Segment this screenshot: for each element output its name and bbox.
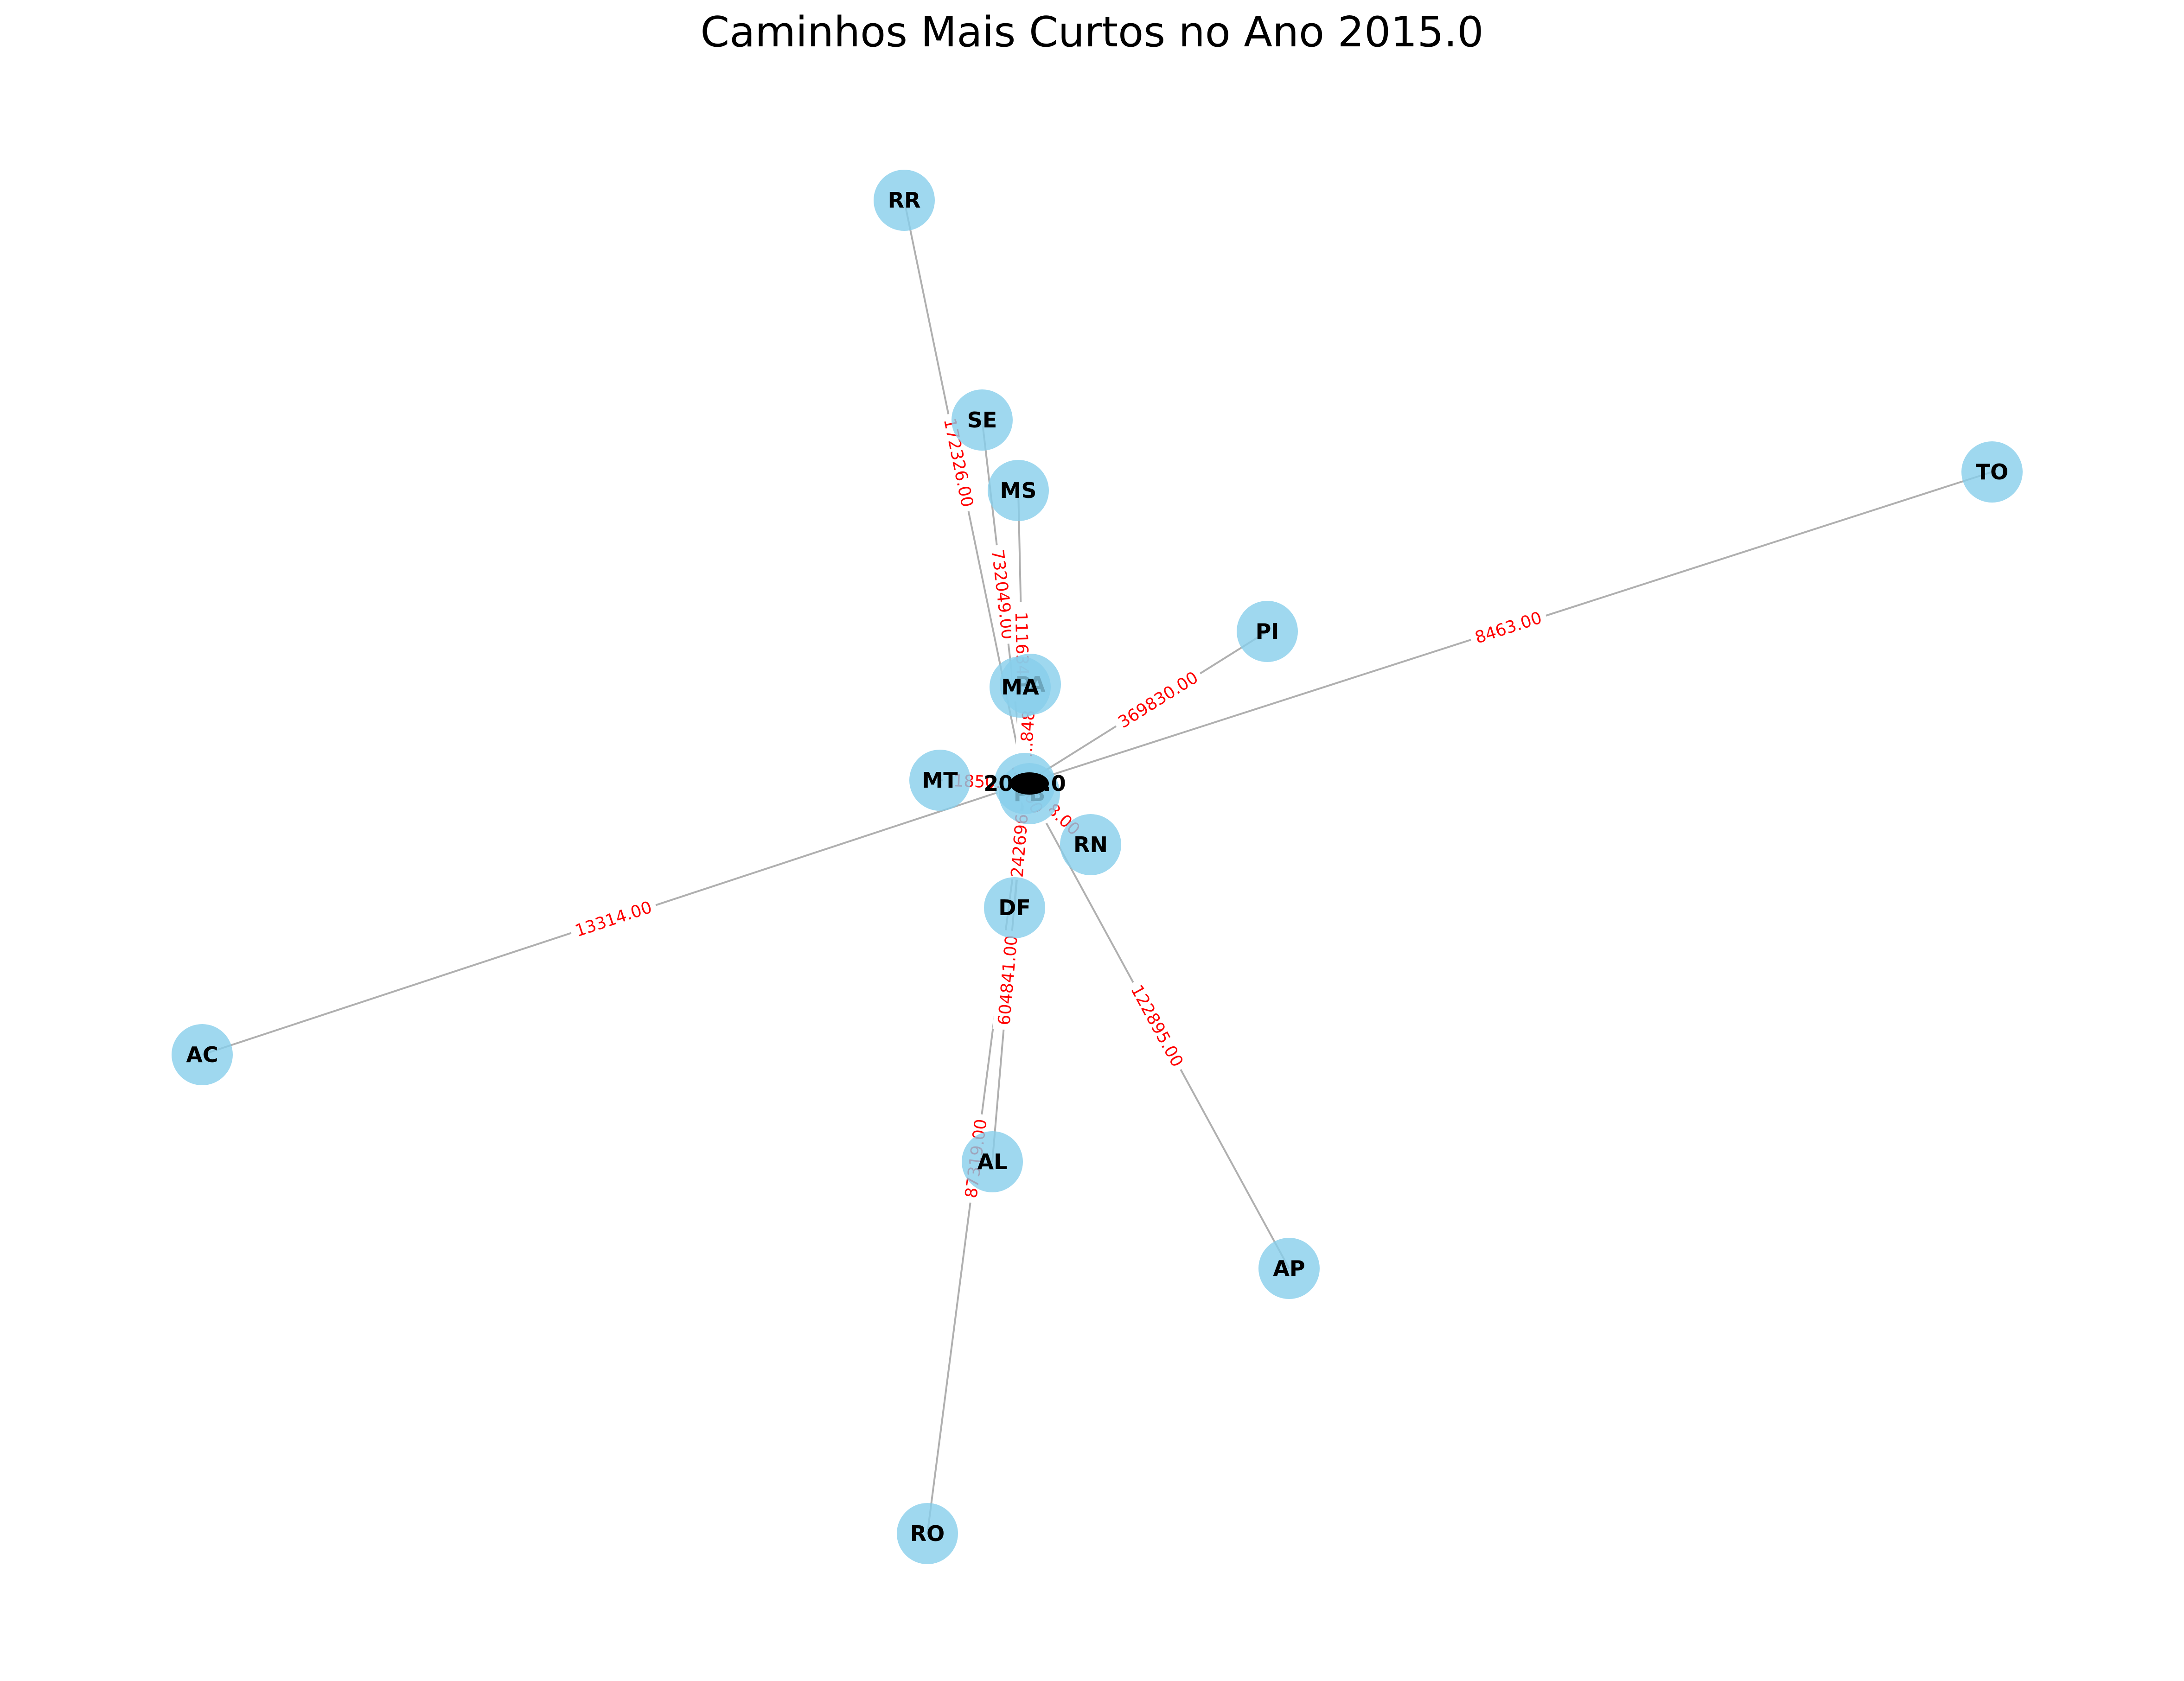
node-circle <box>984 877 1045 938</box>
edge-label-ac: 13314.00 <box>568 894 659 943</box>
edge-label-text: 604841.00 <box>995 935 1021 1026</box>
edge-label-bg <box>992 930 1022 1031</box>
node-mt: MT <box>909 750 971 811</box>
node-label: AL <box>977 1149 1008 1174</box>
node-circle <box>909 750 971 811</box>
node-ma: MA <box>990 656 1051 718</box>
edge-label-bg <box>568 894 659 943</box>
edge-label-ap: 122895.00 <box>1124 977 1191 1075</box>
node-al: AL <box>962 1131 1023 1192</box>
node-ms: MS <box>988 460 1049 521</box>
edge-label-to: 8463.00 <box>1467 605 1549 650</box>
hub-label: 2015.0 <box>983 771 1066 796</box>
edge-label-bg <box>1124 977 1191 1075</box>
edge-label-bg <box>1110 664 1206 735</box>
edge-label-text: 122895.00 <box>1127 982 1187 1070</box>
edge-label-bg <box>1006 810 1033 881</box>
node-label: RR <box>888 188 921 213</box>
node-circle <box>962 1131 1023 1192</box>
node-circle <box>1237 601 1298 662</box>
node-label: SE <box>967 408 997 433</box>
edge-label-pi: 369830.00 <box>1110 664 1206 735</box>
edge-label-al: 604841.00 <box>992 930 1022 1031</box>
node-rn: RN <box>1060 814 1121 875</box>
edge-label-text: 13314.00 <box>573 898 654 941</box>
node-label: MT <box>922 768 958 793</box>
edge-label-df: 242696 <box>1006 810 1033 881</box>
node-se: SE <box>952 389 1013 451</box>
node-circle <box>952 389 1013 451</box>
node-label: RN <box>1073 832 1108 857</box>
node-circle <box>874 170 935 231</box>
node-label: PI <box>1256 619 1279 644</box>
node-circle <box>1060 814 1121 875</box>
node-rr: RR <box>874 170 935 231</box>
hub-group: 2015.0 <box>983 753 1066 814</box>
edge-label-text: 8463.00 <box>1473 608 1544 648</box>
node-circle <box>988 460 1049 521</box>
node-ac: AC <box>172 1024 233 1085</box>
node-ro: RO <box>897 1503 958 1564</box>
node-circle <box>172 1024 233 1085</box>
node-circle <box>990 656 1051 718</box>
node-df: DF <box>984 877 1045 938</box>
node-pi: PI <box>1237 601 1298 662</box>
edge-label-bg <box>1467 605 1549 650</box>
node-label: MA <box>1001 675 1039 700</box>
node-label: AC <box>186 1042 218 1067</box>
edge-label-bg <box>938 412 980 514</box>
edge-label-text: 369830.00 <box>1115 668 1202 732</box>
node-hub: 2015.0 <box>983 753 1066 814</box>
node-label: MS <box>1000 478 1037 503</box>
nodes-group: RRSEMSTOPIPAMAMTPBRNDFACALAPRO <box>172 170 2023 1564</box>
node-circle <box>897 1503 958 1564</box>
node-label: DF <box>998 895 1031 920</box>
node-to: TO <box>1961 441 2023 503</box>
node-label: AP <box>1273 1256 1305 1281</box>
graph-title: Caminhos Mais Curtos no Ano 2015.0 <box>700 8 1483 57</box>
node-circle <box>1961 441 2023 503</box>
node-label: TO <box>1976 459 2008 484</box>
node-ap: AP <box>1258 1238 1320 1299</box>
node-circle <box>1258 1238 1320 1299</box>
node-label: RO <box>910 1521 945 1546</box>
hub-overlap-blob <box>1010 772 1049 795</box>
